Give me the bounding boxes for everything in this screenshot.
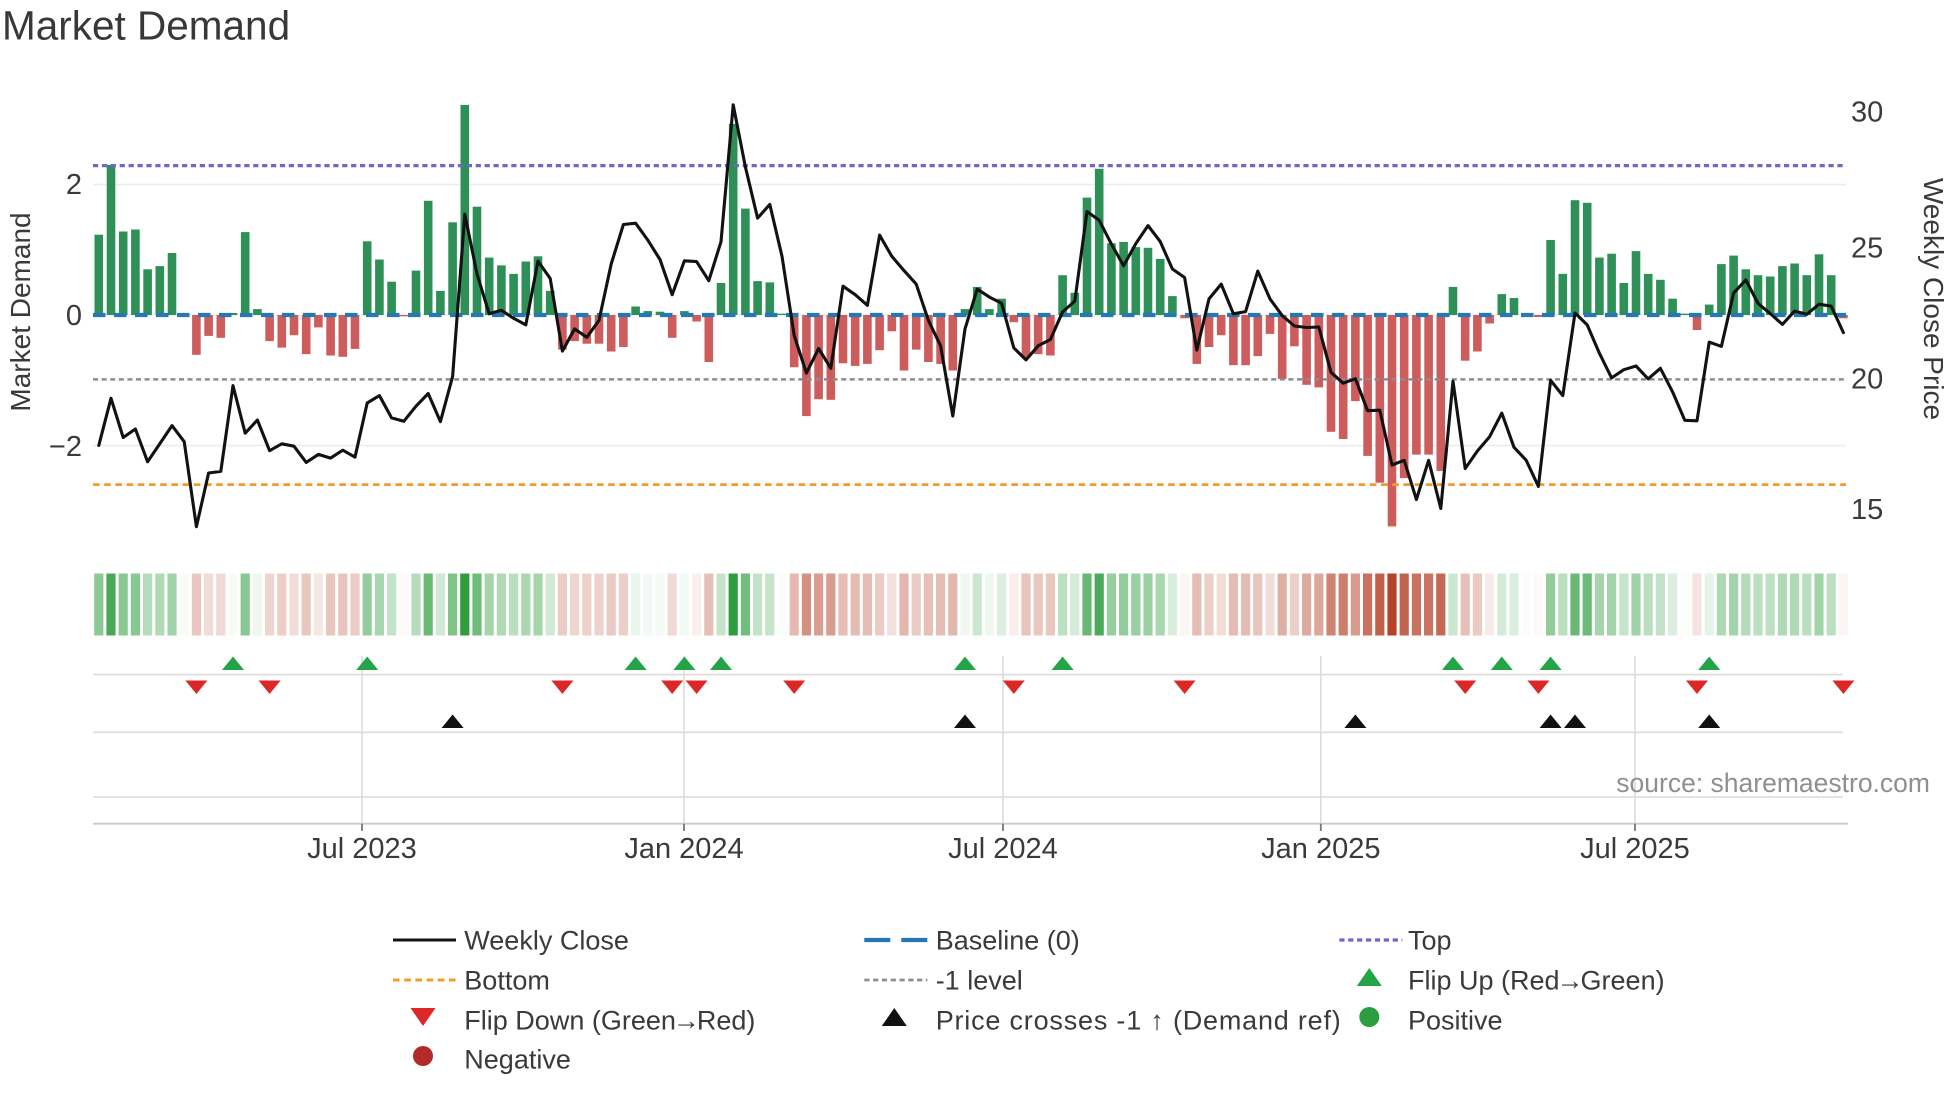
svg-text:0: 0: [66, 300, 82, 332]
svg-text:Positive: Positive: [1408, 1006, 1503, 1036]
svg-text:Jan 2025: Jan 2025: [1261, 833, 1380, 865]
svg-text:25: 25: [1851, 233, 1883, 265]
svg-text:-1 level: -1 level: [936, 966, 1023, 996]
svg-text:Market Demand: Market Demand: [5, 212, 36, 411]
svg-text:Price crosses -1 ↑ (Demand ref: Price crosses -1 ↑ (Demand ref): [936, 1006, 1342, 1036]
svg-text:30: 30: [1851, 97, 1883, 129]
svg-text:2: 2: [66, 169, 82, 201]
svg-text:Weekly Close Price: Weekly Close Price: [1918, 178, 1949, 420]
svg-text:Market Demand: Market Demand: [2, 3, 290, 49]
svg-text:Baseline (0): Baseline (0): [936, 926, 1080, 956]
svg-text:Jul 2023: Jul 2023: [307, 833, 417, 865]
svg-text:Flip Up (Red→Green): Flip Up (Red→Green): [1408, 966, 1665, 996]
svg-text:Bottom: Bottom: [464, 966, 550, 996]
svg-text:Weekly Close: Weekly Close: [464, 926, 629, 956]
svg-text:15: 15: [1851, 494, 1883, 526]
svg-text:Jul 2025: Jul 2025: [1580, 833, 1690, 865]
svg-text:20: 20: [1851, 363, 1883, 395]
svg-text:Jul 2024: Jul 2024: [948, 833, 1058, 865]
svg-text:Negative: Negative: [464, 1045, 571, 1075]
svg-text:Jan 2024: Jan 2024: [624, 833, 743, 865]
svg-text:Flip Down (Green→Red): Flip Down (Green→Red): [464, 1006, 755, 1036]
svg-text:Top: Top: [1408, 926, 1452, 956]
svg-text:source: sharemaestro.com: source: sharemaestro.com: [1616, 768, 1930, 798]
svg-text:−2: −2: [49, 431, 82, 463]
